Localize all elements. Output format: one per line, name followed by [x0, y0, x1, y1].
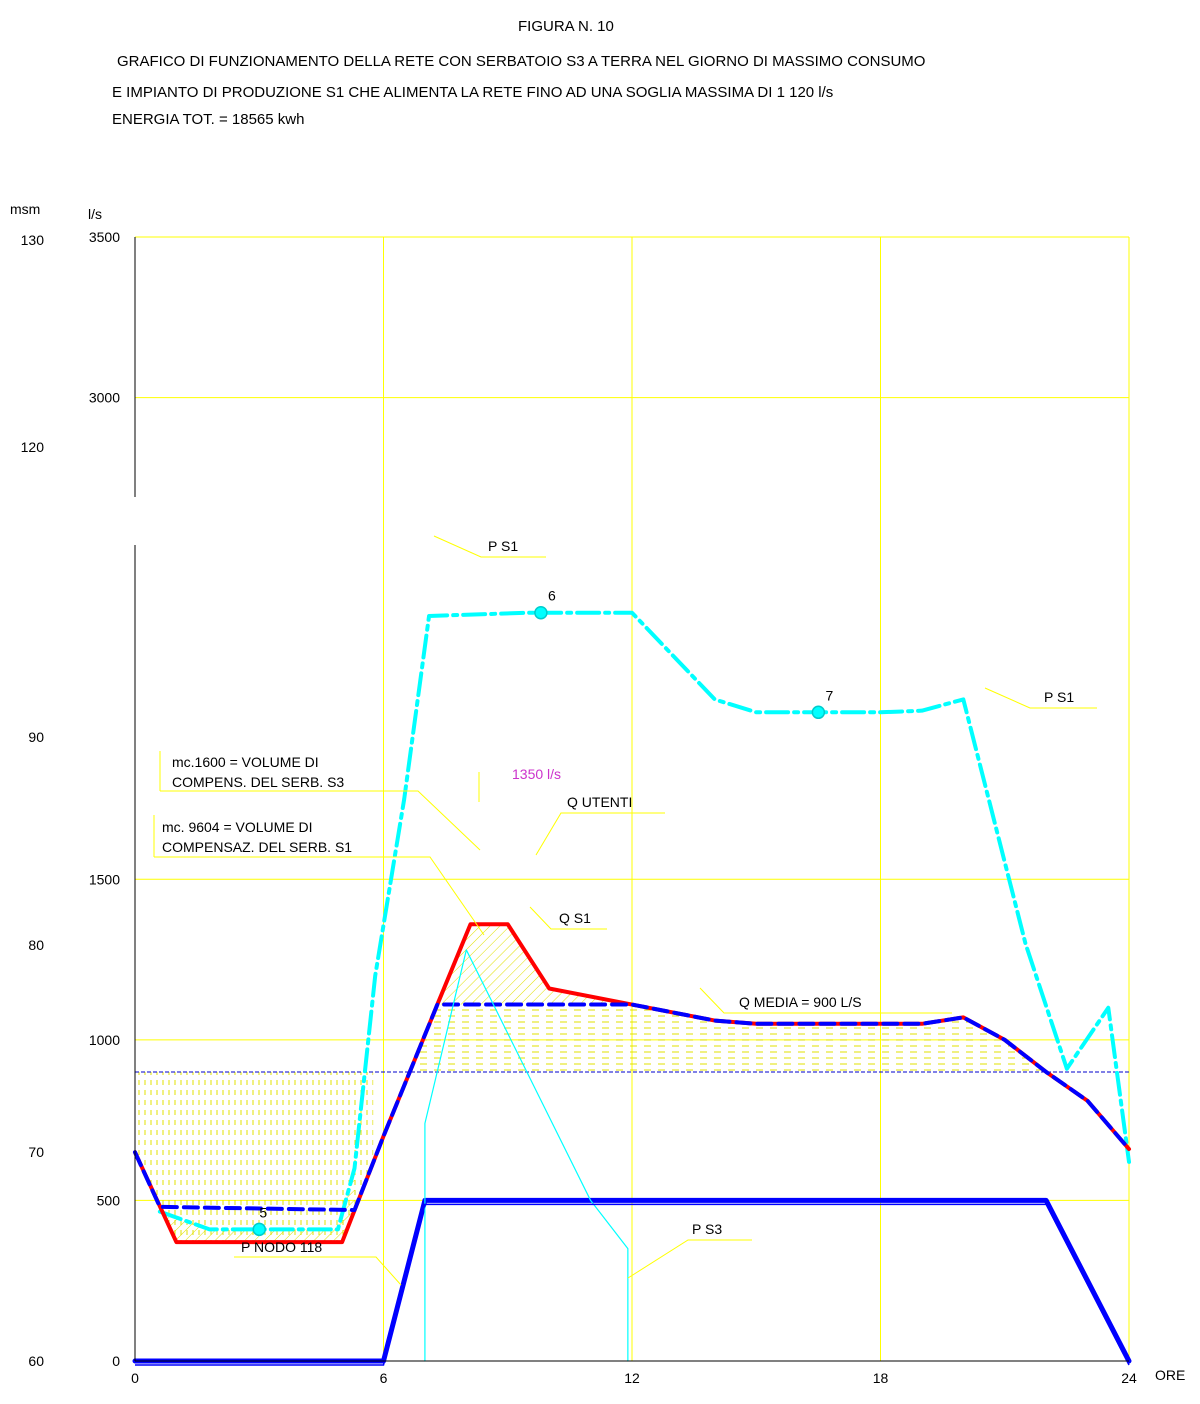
points: 5 6 7	[252, 588, 833, 1237]
msm-tick-label: 130	[21, 232, 45, 248]
series-p-s3	[424, 949, 629, 1362]
point-marker	[811, 705, 826, 720]
area-night-hatch	[159, 1168, 355, 1243]
label-p-nodo-118: P NODO 118	[241, 1239, 322, 1255]
msm-tick-label: 60	[28, 1353, 44, 1369]
msm-tick-label: 70	[28, 1144, 44, 1160]
chart-title-line-3: ENERGIA TOT. = 18565 kwh	[112, 111, 305, 128]
flow-tick-label: 1000	[89, 1032, 120, 1048]
point-marker	[252, 1222, 266, 1237]
label-p-s3: P S3	[692, 1221, 722, 1237]
volume-areas	[135, 924, 1127, 1243]
flow-tick-label: 1500	[89, 871, 120, 887]
label-q-s1: Q S1	[559, 910, 591, 926]
tick-labels: 0 6 12 18 24 0 500 1000 1500 3000 3500 60 70 80 90 120 1…	[21, 229, 1137, 1386]
unit-ore: ORE	[1155, 1367, 1185, 1383]
chart-title-line-2: E IMPIANTO DI PRODUZIONE S1 CHE ALIMENTA…	[112, 84, 834, 101]
unit-ls: l/s	[88, 206, 102, 222]
series-q-s1	[133, 1002, 1131, 1213]
x-tick-label: 12	[624, 1370, 640, 1386]
label-peak: 1350 l/s	[512, 766, 561, 782]
label-vol-s1-line2: COMPENSAZ. DEL SERB. S1	[162, 839, 352, 855]
point-label: 6	[548, 588, 556, 604]
label-q-media: Q MEDIA = 900 L/S	[739, 994, 862, 1010]
label-vol-s3-line2: COMPENS. DEL SERB. S3	[172, 774, 344, 790]
x-tick-label: 24	[1121, 1370, 1137, 1386]
chart-title-line-1: GRAFICO DI FUNZIONAMENTO DELLA RETE CON …	[117, 53, 926, 70]
point-marker	[534, 605, 548, 620]
label-vol-s3-line1: mc.1600 = VOLUME DI	[172, 754, 319, 770]
label-ps1-a: P S1	[488, 538, 518, 554]
x-tick-label: 18	[873, 1370, 889, 1386]
series-p-nodo-118-inner	[135, 1203, 1130, 1366]
area-compensation-s1	[406, 1004, 1127, 1072]
flow-tick-label: 3000	[89, 390, 120, 406]
axes	[134, 237, 1129, 1362]
x-tick-label: 6	[380, 1370, 388, 1386]
flow-tick-label: 500	[97, 1192, 121, 1208]
figure-number: FIGURA N. 10	[518, 18, 614, 35]
label-q-utenti: Q UTENTI	[567, 794, 632, 810]
label-vol-s1-line1: mc. 9604 = VOLUME DI	[162, 819, 313, 835]
series-p-s1	[157, 610, 1131, 1232]
flow-tick-label: 0	[112, 1353, 120, 1369]
msm-tick-label: 80	[28, 937, 44, 953]
point-label: 7	[825, 687, 833, 703]
point-label: 5	[259, 1204, 267, 1220]
annotation-leaders	[153, 535, 1097, 1286]
area-night-deficit	[135, 1071, 374, 1243]
unit-msm: msm	[10, 201, 40, 217]
msm-tick-label: 90	[28, 729, 44, 745]
flow-tick-label: 3500	[89, 229, 120, 245]
annotation-labels: P S1 P S1 Q UTENTI Q S1 Q MEDIA = 900 L/…	[10, 201, 1185, 1383]
label-ps1-b: P S1	[1044, 689, 1074, 705]
x-tick-label: 0	[131, 1370, 139, 1386]
msm-tick-label: 120	[21, 439, 45, 455]
